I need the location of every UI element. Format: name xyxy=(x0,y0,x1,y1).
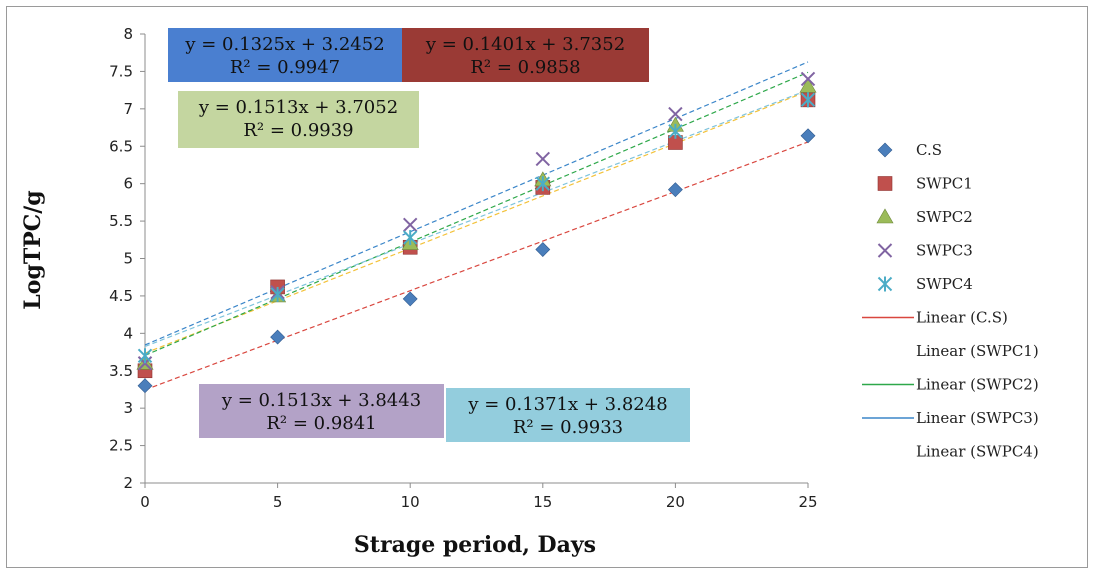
legend-label: Linear (SWPC2) xyxy=(916,376,1039,394)
data-point xyxy=(270,286,285,302)
equation-label-box xyxy=(199,384,444,438)
y-tick-label: 4.5 xyxy=(109,287,133,305)
legend-label: Linear (SWPC1) xyxy=(916,342,1039,360)
r-squared-text: R² = 0.9933 xyxy=(513,417,623,438)
trendline xyxy=(144,61,809,346)
x-axis-title: Strage period, Days xyxy=(354,532,596,558)
y-tick-label: 5 xyxy=(123,250,133,268)
data-point xyxy=(668,123,683,139)
y-tick-label: 2.5 xyxy=(109,437,133,455)
legend-label: SWPC1 xyxy=(916,175,973,193)
r-squared-text: R² = 0.9858 xyxy=(470,57,580,78)
legend-marker xyxy=(877,243,893,258)
equation-label-box xyxy=(168,28,402,82)
legend-label: SWPC4 xyxy=(916,275,973,293)
data-point xyxy=(800,92,816,108)
x-tick-label: 10 xyxy=(401,493,420,511)
x-tick-label: 20 xyxy=(666,493,685,511)
equation-text: y = 0.1371x + 3.8248 xyxy=(467,394,667,415)
legend-marker xyxy=(877,276,893,292)
trendline xyxy=(144,141,809,391)
data-point xyxy=(800,71,816,87)
y-axis-title: LogTPC/g xyxy=(20,190,46,309)
r-squared-text: R² = 0.9947 xyxy=(230,57,340,78)
legend-label: C.S xyxy=(916,141,942,159)
x-tick-label: 0 xyxy=(140,493,150,511)
legend-label: Linear (SWPC4) xyxy=(916,443,1039,461)
equation-text: y = 0.1513x + 3.7052 xyxy=(198,97,398,118)
marker-stroke xyxy=(800,71,816,87)
legend: C.S SWPC1 SWPC2 SWPC3 SWPC4 Linear (C.S) Linea… xyxy=(862,141,1039,461)
legend-label: Linear (C.S) xyxy=(916,309,1008,327)
data-point xyxy=(668,106,683,122)
marker-stroke xyxy=(877,243,893,258)
marker-stroke xyxy=(668,106,683,122)
data-point xyxy=(800,128,816,144)
equation-label-box xyxy=(446,388,690,442)
r-squared-text: R² = 0.9939 xyxy=(243,120,353,141)
legend-marker xyxy=(877,176,893,191)
equation-text: y = 0.1325x + 3.2452 xyxy=(184,34,384,55)
y-tick-label: 6 xyxy=(123,175,133,193)
legend-marker xyxy=(876,208,894,224)
trendline xyxy=(144,90,809,354)
x-tick-label: 25 xyxy=(798,493,817,511)
equation-text: y = 0.1401x + 3.7352 xyxy=(425,34,625,55)
data-point xyxy=(402,291,418,307)
y-tick-label: 5.5 xyxy=(109,212,133,230)
y-tick-label: 3 xyxy=(123,399,133,417)
y-tick-label: 7.5 xyxy=(109,62,133,80)
y-tick-label: 7 xyxy=(123,100,133,118)
y-tick-label: 2 xyxy=(123,474,133,492)
trendline xyxy=(144,89,809,348)
r-squared-text: R² = 0.9841 xyxy=(266,413,376,434)
x-tick-label: 5 xyxy=(273,493,283,511)
equation-label-box xyxy=(178,91,419,148)
trendline xyxy=(144,71,809,356)
equation-text: y = 0.1513x + 3.8443 xyxy=(221,390,421,411)
data-point xyxy=(137,348,153,364)
data-point xyxy=(402,217,418,233)
data-points xyxy=(136,71,817,394)
trendlines xyxy=(144,61,809,391)
x-tick-label: 15 xyxy=(533,493,552,511)
data-point xyxy=(137,378,153,394)
legend-label: Linear (SWPC3) xyxy=(916,409,1039,427)
legend-marker xyxy=(877,142,893,158)
legend-label: SWPC2 xyxy=(916,208,973,226)
y-tick-label: 3.5 xyxy=(109,362,133,380)
data-point xyxy=(535,176,551,192)
data-point xyxy=(270,329,286,345)
y-tick-label: 4 xyxy=(123,324,133,342)
marker-stroke xyxy=(535,151,551,167)
data-point xyxy=(535,242,551,257)
equation-label-box xyxy=(402,28,649,82)
y-tick-label: 6.5 xyxy=(109,137,133,155)
data-point xyxy=(667,182,683,198)
marker-stroke xyxy=(402,217,418,233)
y-tick-label: 8 xyxy=(123,25,133,43)
data-point xyxy=(535,151,551,167)
axes: 2 2.5 3 3.5 4 4.5 5 5.5 6 6.5 7 7.5 8 0 5 10 15 20 25 xyxy=(109,25,817,511)
legend-label: SWPC3 xyxy=(916,242,973,260)
data-point xyxy=(402,230,418,246)
